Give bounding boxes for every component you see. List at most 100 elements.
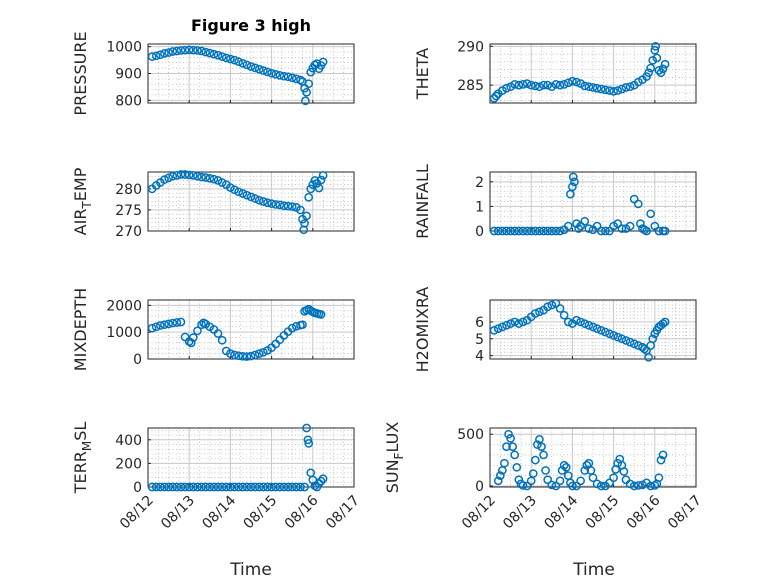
data-point (518, 481, 528, 490)
data-point (193, 482, 202, 492)
data-point (267, 199, 276, 208)
data-point (180, 482, 190, 492)
data-point (551, 299, 561, 308)
data-point (502, 320, 511, 330)
data-point (613, 332, 623, 342)
data-point (275, 482, 285, 492)
x-tick-label: 08/14 (541, 492, 581, 532)
data-point (250, 194, 260, 203)
data-point (234, 482, 243, 492)
data-point (572, 481, 581, 491)
x-tick-label: 08/13 (500, 493, 540, 533)
data-point (213, 329, 223, 338)
subplot-rainfall: 0 1 2 RAINFALL (413, 164, 697, 240)
data-point (193, 326, 202, 336)
data-point (570, 177, 579, 187)
y-tick-label: 6 (475, 315, 484, 331)
data-point (530, 226, 540, 236)
x-tick-label: 08/12 (117, 493, 157, 533)
data-point (658, 319, 668, 328)
data-point (271, 482, 281, 492)
data-point (582, 460, 592, 470)
data-point (526, 226, 536, 236)
data-point (568, 481, 577, 491)
data-point (650, 481, 660, 490)
y-axis-label: THETA (413, 48, 432, 100)
data-point (572, 315, 581, 325)
data-point (164, 48, 173, 57)
data-point (279, 482, 289, 492)
x-tick-label: 08/17 (323, 493, 363, 533)
data-point (506, 434, 515, 443)
data-point (302, 423, 311, 433)
data-point (592, 83, 602, 93)
data-point (580, 466, 590, 475)
data-point (156, 482, 165, 492)
data-point (217, 52, 227, 61)
data-point (168, 318, 178, 328)
data-point (530, 309, 540, 318)
x-axis-label-right: Time (572, 560, 615, 580)
data-point (172, 318, 182, 327)
data-point (539, 450, 548, 460)
data-point (164, 482, 173, 492)
x-tick-label: 08/13 (158, 493, 198, 533)
data-point (184, 170, 194, 180)
data-point (651, 41, 660, 51)
data-point (246, 482, 256, 492)
data-point (644, 68, 653, 78)
data-point (636, 219, 645, 228)
data-point (279, 201, 289, 211)
data-point (246, 62, 256, 71)
data-point (296, 75, 305, 85)
data-point (180, 45, 190, 55)
y-tick-label: 0 (133, 352, 142, 368)
data-point (613, 458, 623, 468)
data-point (226, 54, 235, 64)
data-point (242, 190, 252, 200)
data-point (259, 482, 268, 492)
data-point (642, 226, 651, 236)
data-point (530, 81, 540, 91)
y-tick-label: 200 (115, 456, 142, 472)
data-point (205, 48, 215, 58)
data-point (197, 320, 206, 330)
data-point (164, 319, 173, 329)
data-point (510, 80, 520, 89)
data-point (201, 173, 211, 182)
data-point (197, 172, 206, 182)
subplot-h2omixra: 456 H2OMIXRA (413, 287, 697, 372)
data-point (160, 49, 169, 58)
data-point (584, 82, 594, 92)
data-point (147, 482, 157, 492)
data-point (547, 480, 557, 490)
data-point (621, 336, 631, 345)
data-point (535, 307, 544, 317)
data-point (654, 473, 664, 483)
data-point (180, 170, 190, 179)
data-point (646, 209, 656, 219)
data-point (588, 322, 598, 332)
data-point (147, 52, 157, 61)
data-point (188, 482, 198, 492)
data-point (543, 80, 553, 90)
x-tick-label: 08/16 (282, 492, 322, 532)
y-axis-label: TERRMSL (71, 422, 94, 495)
data-point (580, 81, 590, 91)
y-axis-label: MIXDEPTH (71, 288, 90, 371)
data-point (660, 317, 670, 327)
data-point (209, 174, 219, 184)
data-point (217, 482, 227, 492)
data-point (514, 319, 524, 328)
y-tick-label: 1000 (106, 40, 142, 56)
y-tick-label: 290 (457, 39, 484, 55)
data-point (629, 481, 639, 491)
y-tick-label: 800 (115, 93, 142, 109)
data-point (518, 317, 528, 327)
y-tick-label: 1000 (106, 325, 142, 341)
data-point (283, 482, 293, 492)
data-point (510, 450, 520, 460)
data-point (498, 226, 507, 236)
data-point (230, 350, 239, 360)
data-point (230, 55, 239, 65)
